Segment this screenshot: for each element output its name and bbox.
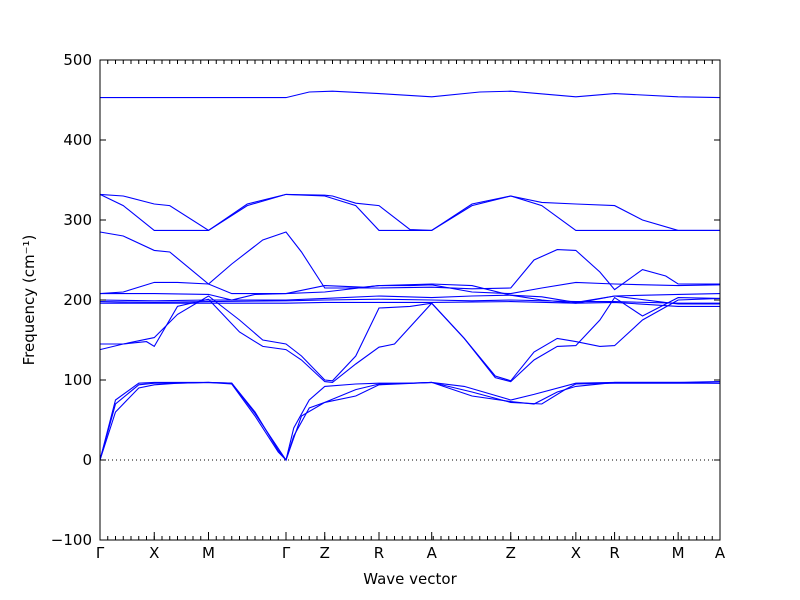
plot-frame: [99, 59, 721, 541]
x-kpoint-label: Z: [506, 544, 516, 562]
band-line-9: [100, 301, 720, 307]
band-line-11: [99, 296, 721, 383]
x-kpoint-label: A: [427, 544, 438, 562]
x-kpoint-label: Γ: [282, 544, 291, 562]
x-kpoint-label: Z: [320, 544, 330, 562]
band-line-14: [99, 381, 721, 462]
x-kpoint-label: M: [672, 544, 685, 562]
x-kpoint-label: R: [374, 544, 384, 562]
y-tick-label: 300: [63, 211, 92, 229]
y-tick-label: −100: [51, 531, 92, 549]
x-kpoint-label: X: [149, 544, 159, 562]
y-tick-label: 500: [63, 51, 92, 69]
x-kpoint-label: X: [571, 544, 581, 562]
band-line-4: [99, 231, 720, 291]
x-kpoint-label: Γ: [96, 544, 105, 562]
y-axis-label: Frequency (cm⁻¹): [20, 235, 38, 366]
x-axis-label: Wave vector: [363, 570, 457, 588]
phonon-bands: [99, 90, 721, 462]
y-tick-label: 100: [63, 371, 92, 389]
band-line-13: [99, 381, 720, 462]
y-axis-ticks: −100 0 100 200 300 400 500: [51, 51, 720, 549]
band-line-2: [99, 193, 720, 232]
x-kpoint-label: M: [202, 544, 215, 562]
y-tick-label: 200: [63, 291, 92, 309]
band-line-12: [99, 381, 721, 462]
band-line-7: [99, 294, 720, 305]
band-line-8: [99, 298, 720, 304]
y-tick-label: 400: [63, 131, 92, 149]
band-line-3: [99, 193, 720, 231]
x-kpoint-label: R: [609, 544, 619, 562]
x-kpoint-label: A: [715, 544, 726, 562]
band-line-1: [100, 90, 721, 99]
band-line-10: [100, 295, 721, 382]
y-tick-label: 0: [82, 451, 92, 469]
